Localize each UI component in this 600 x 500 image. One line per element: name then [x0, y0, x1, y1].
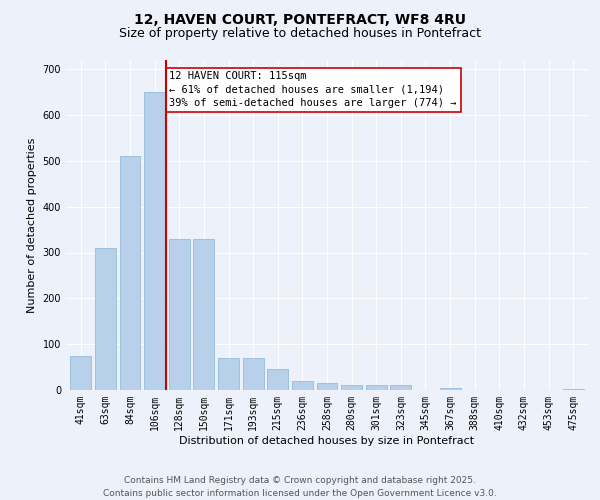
- Text: Size of property relative to detached houses in Pontefract: Size of property relative to detached ho…: [119, 28, 481, 40]
- Text: 12 HAVEN COURT: 115sqm
← 61% of detached houses are smaller (1,194)
39% of semi-: 12 HAVEN COURT: 115sqm ← 61% of detached…: [169, 72, 457, 108]
- Text: 12, HAVEN COURT, PONTEFRACT, WF8 4RU: 12, HAVEN COURT, PONTEFRACT, WF8 4RU: [134, 12, 466, 26]
- Bar: [440, 388, 461, 390]
- Bar: [169, 239, 190, 390]
- Bar: [563, 389, 584, 390]
- Bar: [218, 358, 239, 390]
- Bar: [144, 92, 165, 390]
- Bar: [366, 386, 387, 390]
- Y-axis label: Number of detached properties: Number of detached properties: [27, 138, 37, 312]
- Bar: [317, 383, 337, 390]
- Bar: [292, 381, 313, 390]
- Bar: [341, 386, 362, 390]
- Text: Contains HM Land Registry data © Crown copyright and database right 2025.
Contai: Contains HM Land Registry data © Crown c…: [103, 476, 497, 498]
- Bar: [119, 156, 140, 390]
- X-axis label: Distribution of detached houses by size in Pontefract: Distribution of detached houses by size …: [179, 436, 475, 446]
- Bar: [391, 386, 412, 390]
- Bar: [242, 358, 263, 390]
- Bar: [70, 356, 91, 390]
- Bar: [267, 370, 288, 390]
- Bar: [193, 239, 214, 390]
- Bar: [95, 248, 116, 390]
